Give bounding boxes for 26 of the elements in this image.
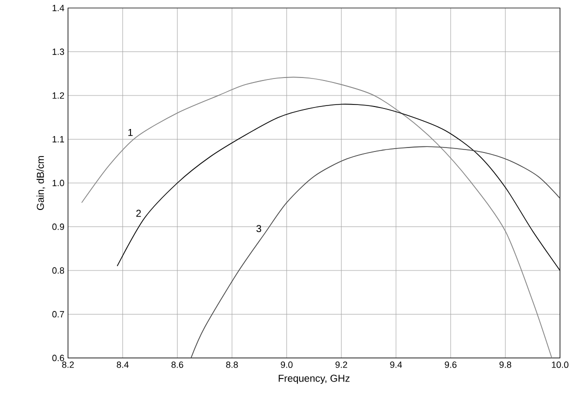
series-label: 2 — [136, 210, 141, 217]
x-tick-label: 10.0 — [552, 362, 568, 368]
x-tick-label: 8.4 — [116, 362, 129, 368]
y-tick-label: 1.2 — [52, 92, 64, 99]
y-axis-title: Gain, dB/cm — [36, 156, 46, 210]
y-tick-label: 0.8 — [52, 267, 64, 274]
y-tick-label: 1.4 — [52, 4, 64, 12]
x-tick-label: 8.2 — [62, 362, 74, 368]
y-tick-label: 0.9 — [52, 224, 64, 230]
y-tick-label: 0.6 — [52, 354, 64, 362]
x-tick-label: 9.2 — [336, 362, 348, 368]
x-tick-label: 9.8 — [500, 362, 512, 368]
x-tick-label: 8.6 — [171, 362, 184, 368]
x-axis-title: Frequency, GHz — [278, 374, 350, 384]
x-tick-label: 9.6 — [444, 362, 457, 368]
series-label: 3 — [256, 225, 262, 232]
line-series — [190, 146, 560, 358]
x-tick-label: 8.8 — [226, 362, 238, 368]
series-label: 1 — [128, 128, 133, 136]
x-tick-label: 9.4 — [390, 362, 402, 368]
y-tick-label: 0.7 — [52, 311, 64, 318]
x-tick-label: 9.0 — [280, 362, 293, 368]
line-series — [81, 76, 552, 358]
y-tick-label: 1.0 — [52, 180, 64, 186]
y-tick-label: 1.1 — [52, 136, 64, 142]
y-tick-label: 1.3 — [52, 48, 64, 55]
